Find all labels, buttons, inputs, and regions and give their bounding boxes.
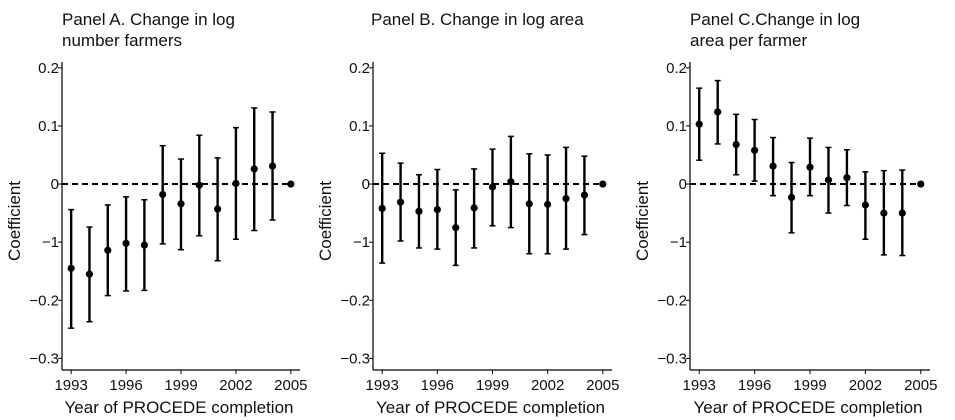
y-tick-label: 0.1 [666,118,687,135]
point-estimate [287,180,294,187]
y-tick-label: 0.1 [38,118,59,135]
point-estimate [526,200,533,207]
y-tick-label: −0.2 [657,292,687,309]
point-estimate [769,162,776,169]
x-tick-label: 1996 [421,377,454,394]
y-tick-label: 0.2 [666,60,687,77]
y-tick-label: −0.3 [657,350,687,367]
y-tick-label: 0 [362,176,370,193]
x-tick-label: 1996 [109,377,142,394]
point-estimate [452,224,459,231]
y-tick-label: −1 [670,234,687,251]
x-tick-label: 1999 [164,377,197,394]
y-tick-label: −1 [42,234,59,251]
point-estimate [880,209,887,216]
point-estimate [843,174,850,181]
y-tick-label: 0 [679,176,687,193]
y-tick-label: 0.1 [349,118,370,135]
point-estimate [581,191,588,198]
y-tick-label: 0.2 [349,60,370,77]
y-tick-label: 0 [51,176,59,193]
point-estimate [788,194,795,201]
point-estimate [415,208,422,215]
point-estimate [434,206,441,213]
y-tick-label: −1 [353,234,370,251]
point-estimate [899,209,906,216]
point-estimate [917,180,924,187]
x-tick-label: 1993 [683,377,716,394]
x-axis-label: Year of PROCEDE completion [65,398,294,417]
point-estimate [122,240,129,247]
panel-title-line: number farmers [62,31,182,50]
panel-title-line: area per farmer [690,31,807,50]
x-tick-label: 2002 [531,377,564,394]
panel-title-line: Panel C.Change in log [690,10,860,29]
point-estimate [507,178,514,185]
x-tick-label: 2005 [274,377,307,394]
y-tick-label: −0.2 [340,292,370,309]
x-axis-label: Year of PROCEDE completion [376,398,605,417]
y-tick-label: −0.2 [29,292,59,309]
point-estimate [196,182,203,189]
panel-title-line: Panel B. Change in log area [371,10,584,29]
point-estimate [714,108,721,115]
point-estimate [141,241,148,248]
panel-a: Panel A. Change in log number farmers −0.3… [5,10,308,417]
point-estimate [177,200,184,207]
panel-b: Panel B. Change in log area −0.3 −0.2 −1 0 0.… [316,10,619,417]
y-tick-label: −0.3 [340,350,370,367]
point-estimate [562,195,569,202]
x-tick-label: 2005 [904,377,937,394]
point-estimate [232,180,239,187]
x-tick-label: 1996 [738,377,771,394]
point-estimate [68,265,75,272]
point-estimate [862,201,869,208]
x-tick-label: 1993 [366,377,399,394]
x-tick-label: 1993 [54,377,87,394]
y-tick-label: −0.3 [29,350,59,367]
point-estimate [86,271,93,278]
y-axis-label: Coefficient [633,181,652,261]
point-estimate [489,183,496,190]
x-tick-label: 1999 [793,377,826,394]
panel-title-line: Panel A. Change in log [62,10,235,29]
point-estimate [599,180,606,187]
point-estimate [104,247,111,254]
y-tick-label: 0.2 [38,60,59,77]
y-axis-label: Coefficient [316,181,335,261]
point-estimate [544,201,551,208]
x-tick-label: 2002 [219,377,252,394]
point-estimate [806,164,813,171]
point-estimate [269,162,276,169]
point-estimate [696,121,703,128]
x-tick-label: 2005 [586,377,619,394]
panel-c: Panel C.Change in log area per farmer −0.3… [633,10,937,417]
point-estimate [397,198,404,205]
x-axis-label: Year of PROCEDE completion [694,398,923,417]
point-estimate [751,147,758,154]
point-estimate [251,165,258,172]
y-axis-label: Coefficient [5,181,24,261]
x-tick-label: 1999 [476,377,509,394]
point-estimate [471,204,478,211]
point-estimate [159,191,166,198]
point-estimate [733,141,740,148]
x-tick-label: 2002 [849,377,882,394]
point-estimate [214,205,221,212]
point-estimate [379,205,386,212]
point-estimate [825,176,832,183]
